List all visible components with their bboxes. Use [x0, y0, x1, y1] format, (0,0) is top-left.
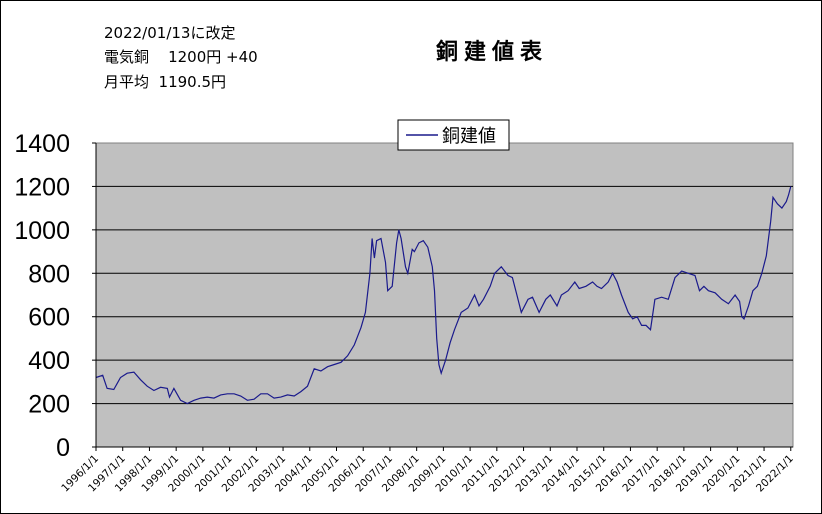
- y-tick-label: 200: [28, 391, 70, 419]
- legend-box: [397, 119, 510, 151]
- series-line-copy-price: [95, 186, 792, 405]
- y-tick-label: 400: [28, 347, 70, 375]
- gridlines: [96, 185, 793, 405]
- y-axis-ticks: 0 200 400 600 800 1000 1200 1400: [14, 130, 96, 462]
- plot-area: [95, 142, 794, 448]
- current-price: 電気銅 1200円 +40: [104, 48, 258, 66]
- legend-label: 銅建値: [442, 126, 496, 146]
- y-tick-label: 0: [56, 434, 70, 462]
- y-tick-label: 1200: [14, 173, 70, 201]
- revision-date: 2022/01/13に改定: [104, 24, 236, 42]
- monthly-average: 月平均 1190.5円: [104, 73, 227, 91]
- chart-title: 銅建値表: [436, 40, 549, 65]
- y-tick-label: 600: [28, 304, 70, 332]
- y-tick-label: 1000: [14, 217, 70, 245]
- y-tick-label: 1400: [14, 130, 70, 158]
- x-axis-ticks: 1996/1/11997/1/11998/1/11999/1/12000/1/1…: [59, 447, 796, 494]
- y-tick-label: 800: [28, 260, 70, 288]
- legend: 銅建値: [397, 119, 510, 151]
